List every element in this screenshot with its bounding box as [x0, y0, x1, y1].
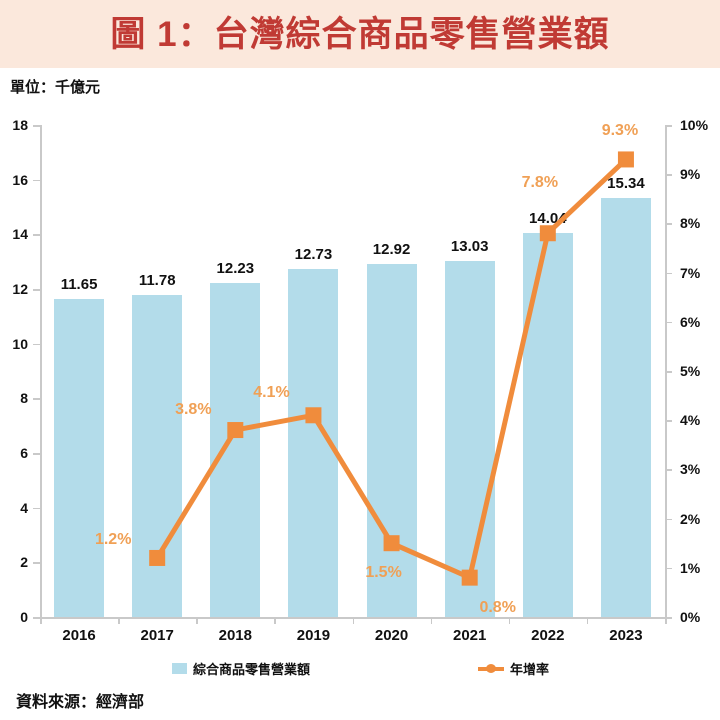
x-axis-tick-mark [40, 617, 42, 624]
bar [288, 269, 339, 617]
bar-value-label: 12.23 [216, 259, 255, 277]
bar [210, 282, 261, 617]
page-title: 圖 1：台灣綜合商品零售營業額 [110, 14, 610, 54]
y-axis-left-tick-mark [33, 234, 40, 236]
y-axis-left-tick-label: 0 [20, 609, 28, 625]
y-axis-right-tick-mark [665, 223, 672, 225]
legend-label-line: 年增率 [510, 662, 550, 677]
bar-value-label: 11.65 [60, 275, 98, 293]
x-axis-category-label: 2022 [531, 627, 565, 644]
y-axis-left-tick-label: 16 [12, 171, 28, 188]
bar-value-label: 11.78 [138, 272, 176, 289]
y-axis-left-tick-mark [33, 507, 40, 510]
y-axis-right-tick-label: 8% [680, 215, 701, 232]
bar-value-label: 14.04 [529, 210, 567, 228]
legend-label-bar: 綜合商品零售營業額 [193, 662, 311, 677]
growth-rate-label: 0.8% [479, 598, 516, 616]
x-axis-category-label: 2021 [453, 627, 487, 644]
bar [522, 233, 573, 617]
y-axis-left-tick-mark [33, 343, 40, 346]
x-axis-tick-mark [508, 617, 511, 624]
title-band: 圖 1：台灣綜合商品零售營業額 [0, 0, 720, 68]
bar-value-label: 12.92 [372, 240, 411, 258]
plot-area: 0 2 4 6 8 10 12 14 16 18 0% 1% 2% 3% 4% 5% 6% 7% 8% 9% 10% … [0, 110, 720, 643]
y-axis-left-tick-label: 8 [20, 390, 28, 407]
x-axis-category-label: 2020 [374, 627, 409, 644]
y-axis-right-tick-mark [665, 371, 672, 373]
y-axis-right-tick-label: 0% [680, 609, 701, 625]
y-axis-right-tick-mark [665, 420, 672, 422]
y-axis-left-tick-label: 4 [20, 499, 28, 516]
growth-rate-label: 3.8% [175, 401, 212, 419]
y-axis-right-tick-label: 5% [680, 363, 701, 379]
y-axis-right-tick-mark [665, 469, 672, 471]
y-axis-right-tick-label: 3% [680, 461, 701, 478]
x-axis-tick-mark [118, 617, 120, 624]
x-axis-category-label: 2023 [609, 627, 643, 644]
growth-rate-label: 7.8% [521, 174, 559, 192]
y-axis-right-tick-label: 1% [680, 559, 701, 576]
bar-value-label: 13.03 [450, 237, 489, 255]
unit-label: 單位：千億元 [10, 79, 101, 96]
bar [600, 197, 651, 617]
x-axis-category-label: 2019 [296, 627, 331, 644]
bar-value-label: 15.34 [607, 174, 645, 192]
y-axis-right-tick-mark [665, 125, 672, 127]
legend-item-line[interactable]: 年增率 [478, 659, 549, 678]
y-axis-left-tick-mark [33, 617, 40, 619]
y-axis-left-tick-label: 2 [20, 554, 28, 571]
y-axis-right-tick-mark [665, 617, 672, 619]
x-axis-category-label: 2016 [62, 627, 96, 644]
y-axis-left-tick-label: 14 [12, 226, 28, 243]
source-note: 資料來源：經濟部 [16, 694, 145, 711]
line-swatch-icon [478, 663, 504, 674]
bar-swatch-icon [172, 663, 187, 674]
x-axis-tick-mark [430, 617, 433, 624]
bar [54, 298, 105, 617]
y-axis-left-tick-mark [33, 562, 40, 564]
y-axis-right-tick-mark [665, 518, 672, 521]
x-axis-category-label: 2018 [218, 627, 252, 644]
y-axis-right-tick-label: 4% [680, 412, 701, 429]
x-axis-tick-mark [665, 617, 667, 624]
growth-rate-label: 4.1% [253, 384, 290, 402]
y-axis-left-tick-label: 6 [20, 445, 28, 461]
y-axis-right-tick-label: 9% [680, 166, 701, 183]
x-axis-tick-mark [196, 617, 198, 624]
x-axis-tick-mark [274, 617, 276, 624]
y-axis-left-tick-mark [33, 398, 40, 400]
y-axis-right-tick-label: 2% [680, 510, 701, 527]
growth-rate-label: 1.2% [94, 530, 132, 548]
line-marker [617, 151, 634, 168]
y-axis-right-tick-label: 6% [680, 313, 701, 330]
y-axis-left-tick-label: 12 [12, 281, 28, 297]
y-axis-right-tick-mark [665, 567, 672, 570]
y-axis-left-tick-mark [33, 453, 40, 455]
growth-rate-label: 9.3% [601, 122, 639, 140]
bar [444, 260, 495, 617]
y-axis-right-tick-label: 10% [680, 117, 709, 133]
y-axis-left-tick-mark [33, 125, 40, 127]
growth-rate-label: 1.5% [365, 564, 402, 582]
x-axis-category-label: 2017 [140, 627, 174, 644]
y-axis-right-tick-mark [665, 321, 672, 324]
x-axis-tick-mark [352, 617, 354, 624]
y-axis-left-tick-mark [33, 289, 40, 291]
y-axis-right-tick-mark [665, 174, 672, 176]
y-axis-left-tick-label: 18 [12, 117, 28, 133]
x-axis-tick-mark [586, 617, 589, 624]
y-axis-left-tick-mark [33, 179, 40, 182]
legend-item-bar[interactable]: 綜合商品零售營業額 [172, 659, 310, 678]
y-axis-left-tick-label: 10 [12, 335, 28, 352]
bar [132, 295, 183, 617]
y-axis-right-tick-mark [665, 272, 672, 275]
y-axis-left [40, 125, 42, 618]
legend: 綜合商品零售營業額 年增率 [0, 659, 720, 681]
bar-value-label: 12.73 [294, 246, 333, 264]
y-axis-right-tick-label: 7% [680, 264, 701, 281]
